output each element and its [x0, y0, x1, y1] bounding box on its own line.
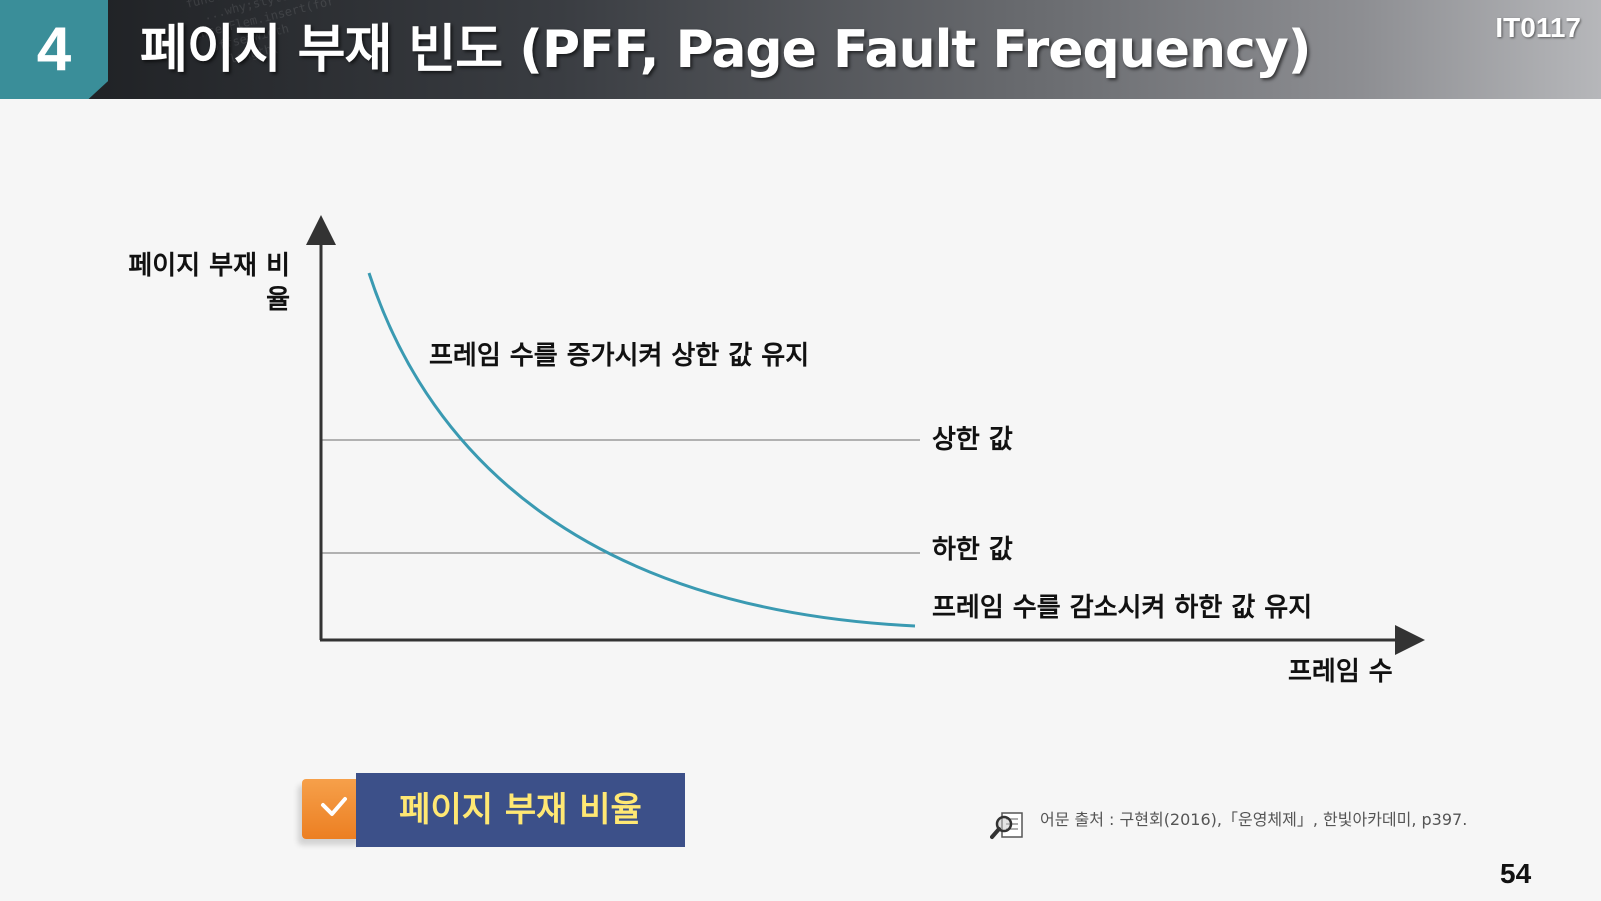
header-bar: function( ...why;style inserFlem.insert(…: [0, 0, 1601, 99]
page-number: 54: [1500, 858, 1532, 889]
callout-banner: 페이지 부재 비율: [290, 773, 685, 847]
upper-threshold-note: 프레임 수를 증가시켜 상한 값 유지: [429, 341, 810, 371]
magnifier-document-icon: [990, 812, 1023, 839]
callout-label: 페이지 부재 비율: [399, 790, 642, 830]
page-fault-curve: [367, 272, 916, 628]
upper-threshold-label: 상한 값: [932, 425, 1013, 455]
section-badge: [0, 0, 108, 99]
lower-threshold-note: 프레임 수를 감소시켜 하한 값 유지: [932, 593, 1313, 623]
slide-title: 페이지 부재 빈도 (PFF, Page Fault Frequency): [140, 20, 1312, 80]
checkmark-icon: [321, 797, 347, 816]
course-code: IT0117: [1495, 12, 1581, 43]
section-number: 4: [36, 15, 72, 84]
callout-tab: [302, 779, 362, 839]
callout-box: [356, 773, 685, 847]
lower-threshold-label: 하한 값: [932, 535, 1013, 565]
y-axis-label: 페이지 부재 비율: [128, 251, 290, 315]
x-axis-label: 프레임 수: [1288, 657, 1393, 687]
source-text: 어문 출처 : 구현회(2016),「운영체제」, 한빛아카데미, p397.: [1040, 810, 1468, 829]
